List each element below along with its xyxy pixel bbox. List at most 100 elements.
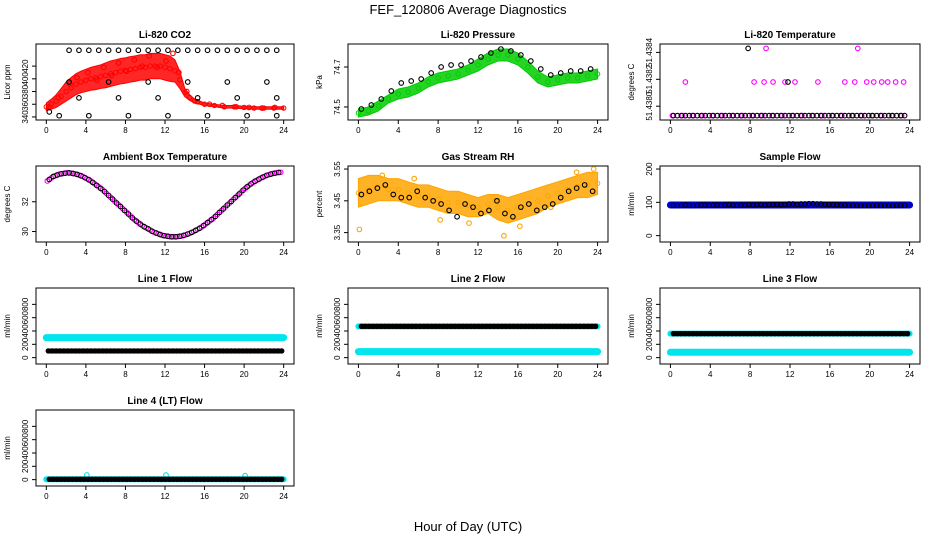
x-tick-label: 16	[513, 126, 522, 135]
series-point	[100, 348, 106, 354]
series-point	[686, 112, 693, 119]
series-point	[822, 112, 828, 119]
x-tick-label: 4	[396, 248, 401, 257]
y-tick-label: 200	[21, 459, 30, 473]
series-point	[89, 476, 95, 482]
panel-title: Sample Flow	[759, 152, 820, 163]
series-point	[682, 202, 689, 208]
x-tick-label: 16	[200, 126, 209, 135]
series-point	[111, 348, 118, 354]
series-point	[557, 194, 564, 201]
series-point	[742, 112, 749, 119]
band-point	[355, 190, 362, 196]
series-point	[428, 70, 435, 76]
x-tick-label: 0	[356, 370, 361, 379]
series-point	[738, 112, 745, 119]
series-point	[68, 348, 75, 354]
plot-area	[42, 334, 288, 354]
series-point	[790, 112, 796, 119]
series-point	[730, 112, 737, 119]
x-tick-label: 4	[708, 248, 713, 257]
figure-xlabel: Hour of Day (UTC)	[414, 519, 522, 534]
series-point	[243, 348, 250, 354]
band-point	[162, 64, 168, 71]
series-point	[751, 79, 757, 85]
series-point	[826, 112, 832, 119]
series-point	[448, 62, 454, 68]
series-point	[702, 112, 709, 119]
y-tick-label: 600	[645, 310, 654, 324]
series-point	[518, 204, 524, 211]
series-point	[806, 112, 812, 119]
series-point	[750, 112, 756, 119]
x-tick-label: 8	[123, 126, 128, 135]
y-axis-label: ml/min	[315, 314, 324, 338]
x-tick-label: 20	[865, 126, 874, 135]
series-point	[204, 112, 211, 119]
series-point	[66, 170, 72, 176]
series-point	[267, 476, 273, 482]
series-point	[66, 79, 72, 85]
series-point	[46, 176, 53, 183]
series-point	[785, 79, 791, 85]
x-tick-label: 20	[553, 370, 562, 379]
y-tick-label: 100	[645, 195, 654, 209]
series-point	[706, 112, 713, 119]
x-tick-label: 8	[436, 370, 441, 379]
x-tick-label: 0	[44, 370, 49, 379]
series-point	[758, 112, 764, 119]
series-point	[853, 202, 860, 209]
band-point	[505, 52, 511, 58]
series-point	[853, 112, 860, 119]
series-point	[702, 202, 709, 208]
series-point	[849, 112, 856, 119]
series-point	[259, 105, 265, 111]
series-point	[537, 66, 544, 72]
panel-title: Line 1 Flow	[138, 274, 193, 285]
series-point	[889, 112, 896, 119]
series-point	[878, 79, 885, 85]
series-point	[466, 220, 472, 226]
series-point	[734, 202, 741, 209]
x-tick-label: 0	[668, 126, 673, 135]
series-point	[85, 476, 91, 482]
series-point	[154, 348, 160, 354]
series-point	[893, 202, 900, 209]
x-tick-label: 16	[825, 248, 834, 257]
series-point	[170, 50, 176, 57]
band-point	[495, 52, 501, 58]
band-point	[63, 88, 69, 95]
band-point	[574, 75, 581, 81]
series-point	[125, 47, 132, 54]
series-point	[763, 45, 769, 52]
series-point	[275, 348, 281, 354]
x-tick-label: 20	[240, 492, 249, 501]
y-tick-label: 74.7	[333, 59, 342, 75]
y-tick-label: 600	[21, 310, 30, 324]
series-band-fill	[357, 171, 599, 224]
x-tick-label: 4	[708, 370, 713, 379]
series-point	[115, 60, 122, 66]
series-point	[88, 348, 94, 354]
series-point	[271, 104, 278, 111]
x-tick-label: 24	[593, 370, 602, 379]
series-point	[718, 112, 725, 119]
series-point	[127, 348, 133, 354]
series-point	[183, 88, 190, 95]
x-tick-label: 0	[44, 126, 49, 135]
series-point	[69, 476, 76, 482]
y-axis-label: percent	[315, 190, 324, 217]
y-axis-label: degrees C	[627, 63, 636, 100]
series-point	[228, 198, 235, 205]
series-point	[900, 79, 907, 85]
x-tick-label: 24	[905, 126, 914, 135]
series-point	[510, 213, 516, 220]
series-point	[135, 348, 141, 354]
x-tick-label: 16	[200, 492, 209, 501]
series-point	[178, 476, 184, 482]
y-tick-label: 3.45	[333, 192, 342, 208]
series-point	[814, 201, 820, 207]
series-point	[224, 47, 231, 54]
x-tick-label: 20	[553, 248, 562, 257]
series-point	[437, 217, 443, 223]
